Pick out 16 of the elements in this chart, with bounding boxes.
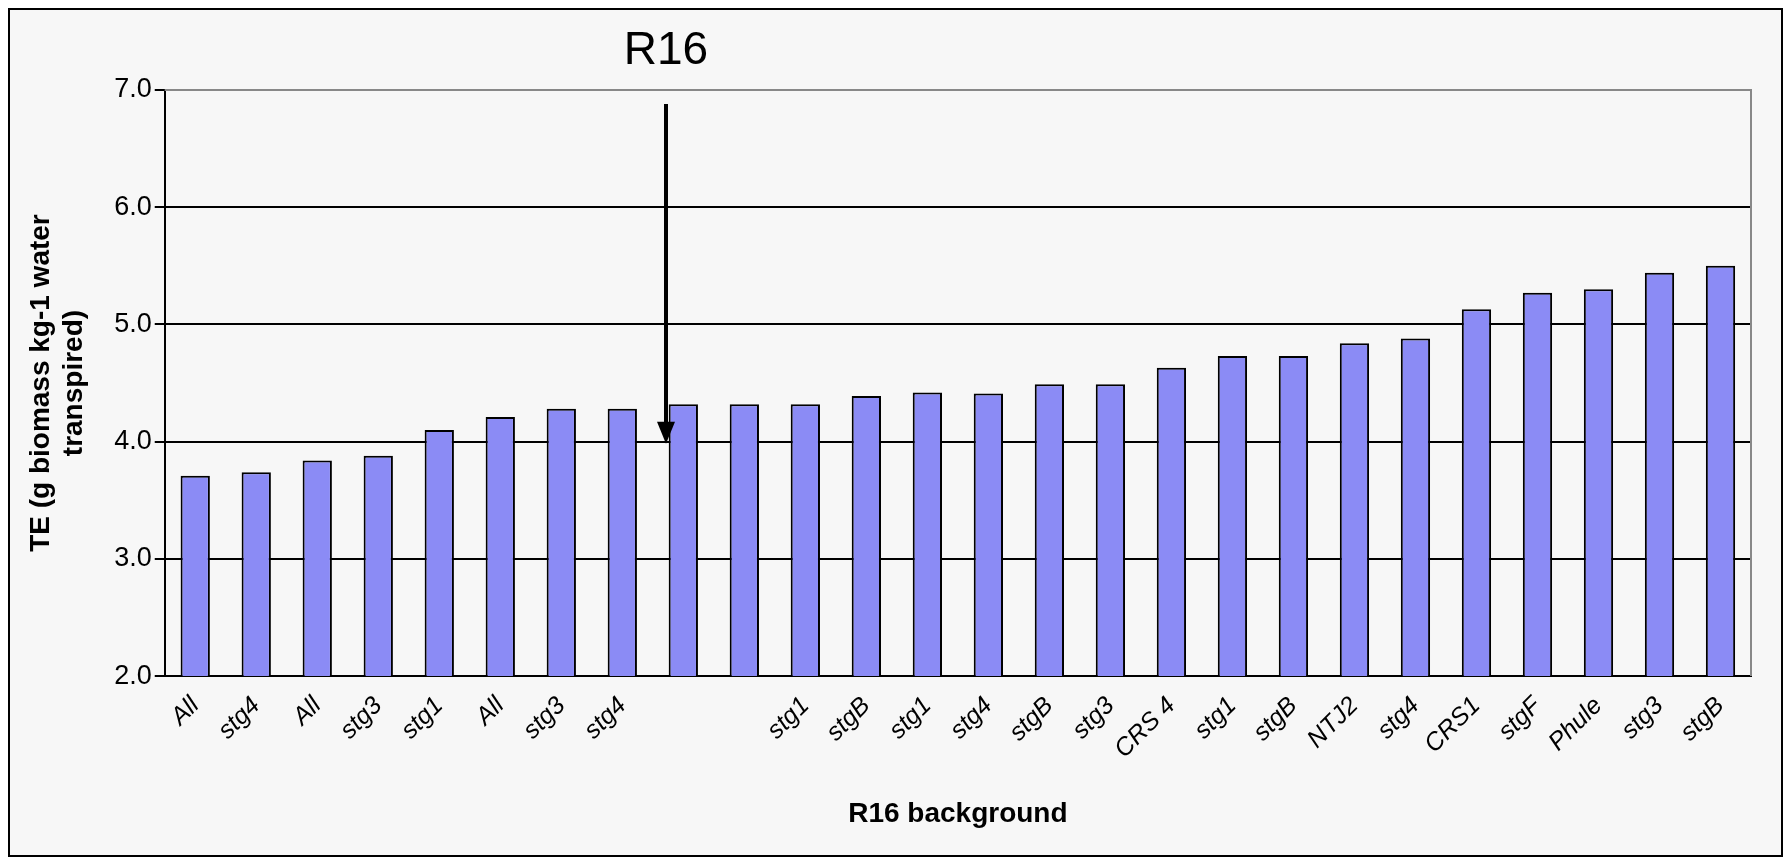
y-tick-label: 4.0	[114, 425, 152, 456]
x-tick-label: stg1	[760, 690, 814, 744]
y-tick-label: 2.0	[114, 659, 152, 690]
y-tick-label: 6.0	[114, 190, 152, 221]
y-tick-label: 5.0	[114, 307, 152, 338]
x-tick-label: All	[467, 689, 510, 732]
y-tick-label: 3.0	[114, 542, 152, 573]
x-tick-label: stg1	[394, 690, 448, 744]
x-tick-label: All	[284, 689, 327, 732]
x-tick-label: stg1	[882, 690, 936, 744]
x-tick-label: stg1	[1187, 690, 1241, 744]
text: R16	[622, 21, 710, 76]
y-tick-label: 7.0	[114, 73, 152, 104]
x-axis-title: R16 background	[848, 796, 1068, 828]
x-tick-label: All	[162, 689, 205, 732]
y-axis-title: TE (g biomass kg-1 water transpired)	[23, 214, 89, 552]
